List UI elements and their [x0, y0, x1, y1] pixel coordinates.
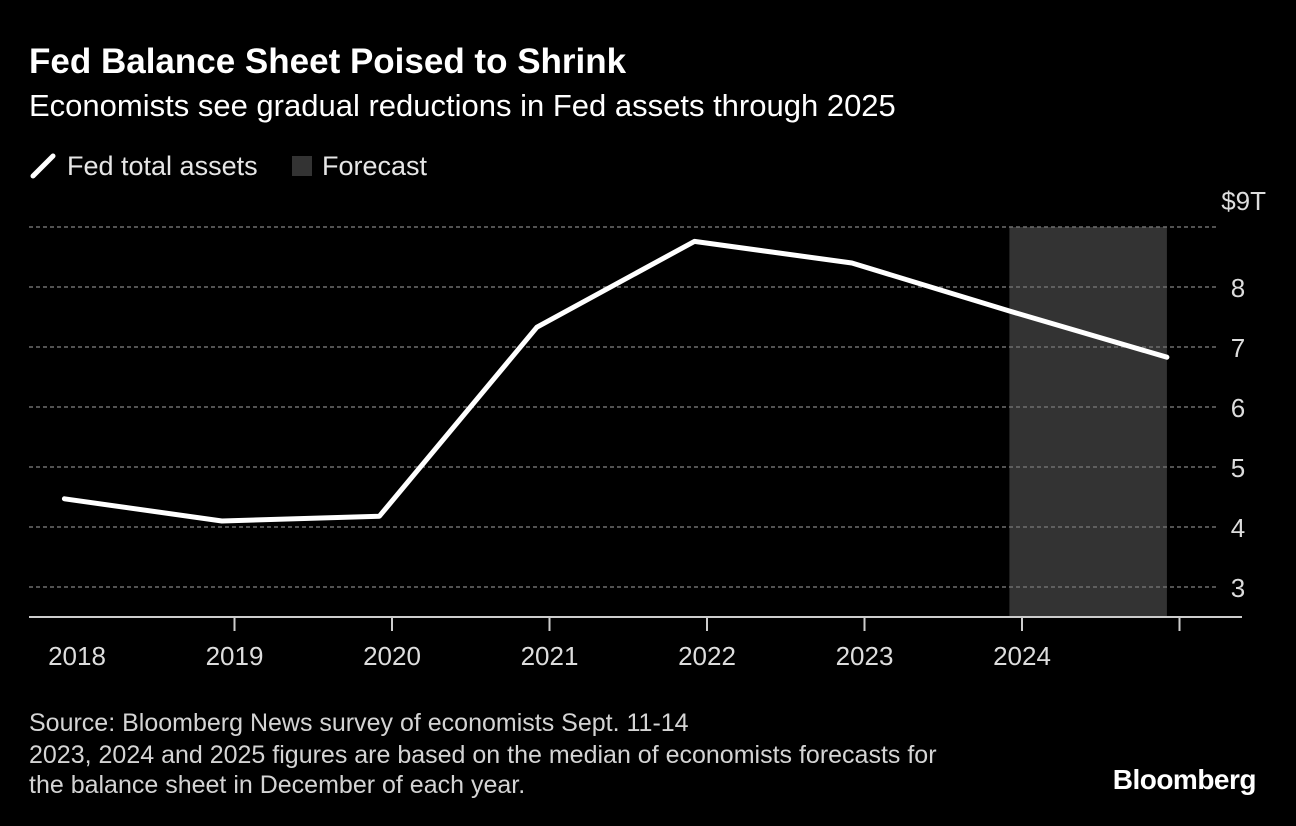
- chart-title: Fed Balance Sheet Poised to Shrink: [29, 42, 627, 81]
- x-tick-label: 2018: [48, 641, 106, 671]
- footnote-line-2: the balance sheet in December of each ye…: [29, 771, 526, 799]
- legend-label-forecast: Forecast: [322, 150, 428, 181]
- y-tick-label: 5: [1231, 453, 1245, 483]
- y-tick-label: 4: [1231, 513, 1245, 543]
- y-tick-label: 7: [1231, 333, 1245, 363]
- y-tick-label: 8: [1231, 273, 1245, 303]
- y-tick-label: 3: [1231, 573, 1245, 603]
- x-tick-label: 2021: [521, 641, 579, 671]
- x-tick-label: 2020: [363, 641, 421, 671]
- legend-label-fed-total-assets: Fed total assets: [67, 150, 258, 181]
- source-note: Source: Bloomberg News survey of economi…: [29, 709, 689, 737]
- x-tick-label: 2022: [678, 641, 736, 671]
- x-tick-label: 2023: [836, 641, 894, 671]
- forecast-band: [1009, 227, 1167, 617]
- y-tick-label: 6: [1231, 393, 1245, 423]
- chart-subtitle: Economists see gradual reductions in Fed…: [29, 88, 896, 123]
- x-tick-label: 2024: [993, 641, 1051, 671]
- legend-forecast-swatch: [292, 156, 312, 176]
- bloomberg-logo: Bloomberg: [1112, 764, 1257, 795]
- legend-item-fed-total-assets: Fed total assets: [29, 150, 258, 182]
- legend-item-forecast: Forecast: [292, 150, 427, 182]
- x-tick-label: 2019: [206, 641, 264, 671]
- footnote-line-1: 2023, 2024 and 2025 figures are based on…: [29, 741, 937, 769]
- y-axis-unit-label: $9T: [1221, 186, 1266, 216]
- legend-line-icon: [30, 153, 56, 179]
- series-line-fed-total-assets: [61, 238, 1170, 524]
